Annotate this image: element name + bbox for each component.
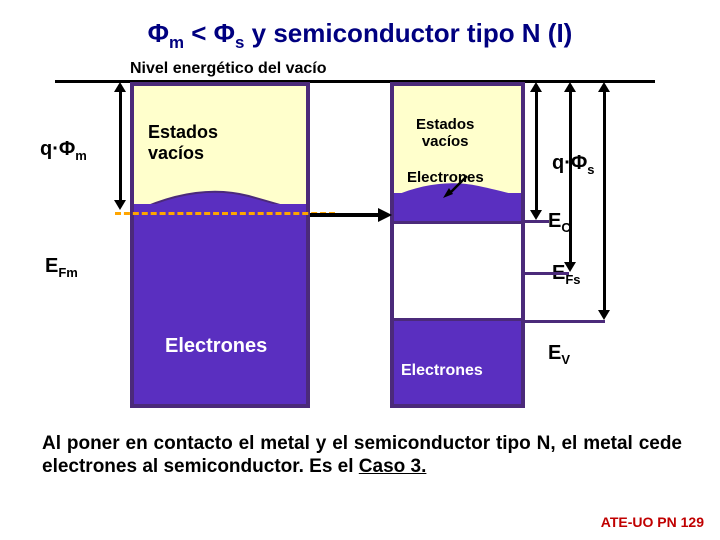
efm-dashed-line [115, 212, 335, 215]
arrow-q-phi-s [564, 82, 576, 272]
metal-empty-states-label: Estadosvacíos [148, 122, 218, 163]
arrow-q-chi [530, 82, 542, 220]
label-ec: EC [548, 210, 571, 235]
semiconductor-band-box: Estadosvacíos Electrones [390, 82, 525, 408]
caption-case: Caso 3. [359, 456, 427, 477]
label-efm: EFm [45, 255, 78, 280]
slide-footer: ATE-UO PN 129 [601, 514, 704, 530]
efs-tick [525, 272, 569, 275]
conduction-band: Estadosvacíos Electrones [394, 86, 521, 224]
page-title: Φm < Φs y semiconductor tipo N (I) [0, 18, 720, 53]
valence-band [394, 318, 521, 404]
arrow-ev-span [598, 82, 610, 320]
label-q-phi-s: q·Φs [552, 152, 595, 177]
ev-tick [525, 320, 605, 323]
semi-vb-electrons-label: Electrones [401, 362, 483, 380]
metal-electrons-label: Electrones [165, 335, 267, 358]
label-ev: EV [548, 342, 570, 367]
metal-band-box: Estadosvacíos [130, 82, 310, 408]
semi-empty-states-label: Estadosvacíos [416, 116, 474, 151]
vacuum-level-label: Nivel energético del vacío [130, 60, 327, 78]
arrow-q-phi-m [114, 82, 126, 210]
ec-tick [525, 220, 549, 223]
electron-flow-arrow [310, 208, 392, 222]
caption-text: Al poner en contacto el metal y el semic… [42, 432, 682, 478]
metal-electron-fill [134, 204, 306, 404]
label-q-phi-m: q·Φm [40, 138, 87, 163]
cb-electrons-pointer [443, 174, 469, 198]
